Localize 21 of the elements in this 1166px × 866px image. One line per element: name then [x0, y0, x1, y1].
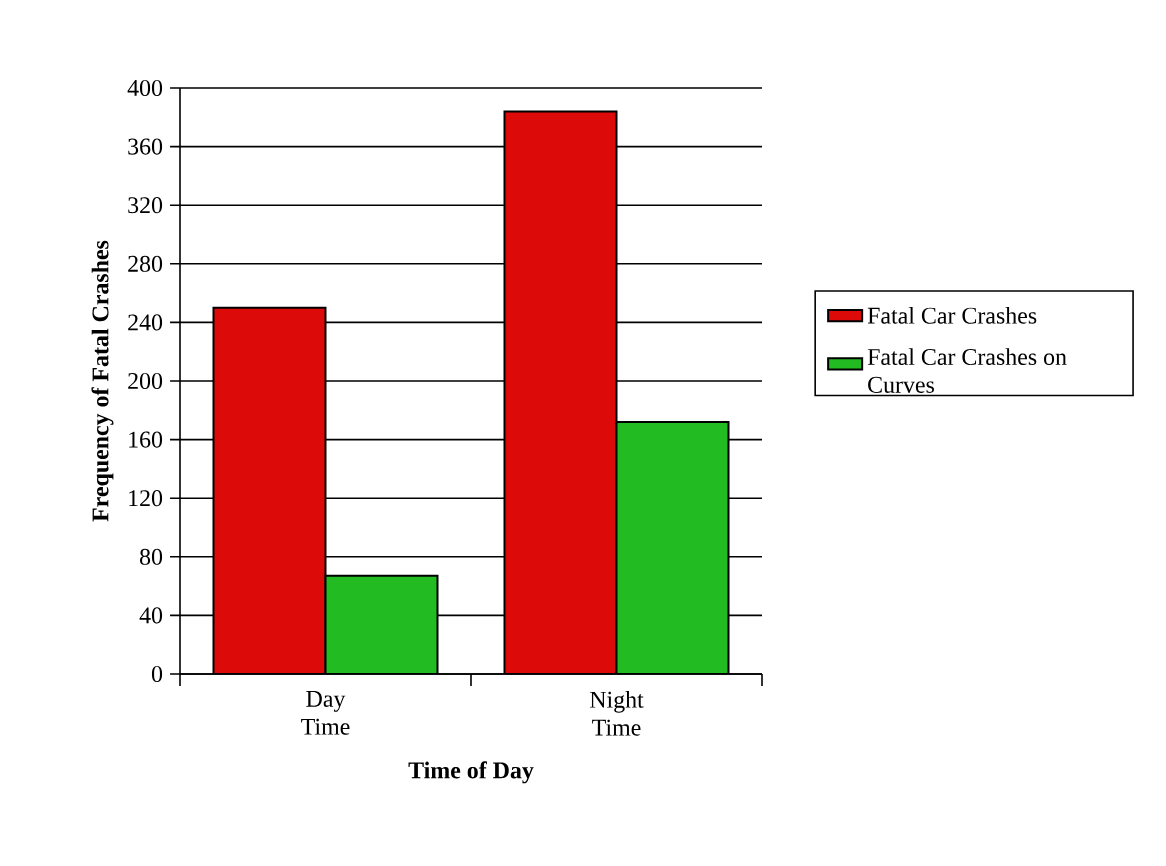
- y-axis-title: Frequency of Fatal Crashes: [91, 240, 114, 522]
- y-tick-label: 360: [128, 138, 163, 155]
- y-tick-label: 200: [128, 372, 163, 390]
- x-tick-label: Day Time: [301, 691, 350, 735]
- x-axis-title: Time of Day: [408, 761, 534, 784]
- y-tick-label: 0: [151, 665, 163, 683]
- bar: [615, 421, 730, 674]
- y-tick-label: 160: [129, 431, 163, 448]
- y-tick-label: 120: [129, 490, 163, 507]
- bar: [212, 306, 327, 674]
- bar: [324, 574, 439, 674]
- y-tick-label: 280: [128, 255, 163, 272]
- y-tick-label: 40: [139, 607, 163, 624]
- legend-label: Fatal Car Crashes: [867, 306, 1037, 324]
- x-tick-label: Night Time: [589, 691, 644, 736]
- legend-label: Fatal Car Crashes on Curves: [867, 348, 1067, 393]
- y-tick-label: 320: [128, 197, 163, 214]
- bar: [503, 110, 618, 674]
- y-tick-label: 80: [139, 548, 163, 565]
- y-tick-label: 400: [127, 79, 163, 97]
- y-tick-label: 240: [128, 314, 163, 331]
